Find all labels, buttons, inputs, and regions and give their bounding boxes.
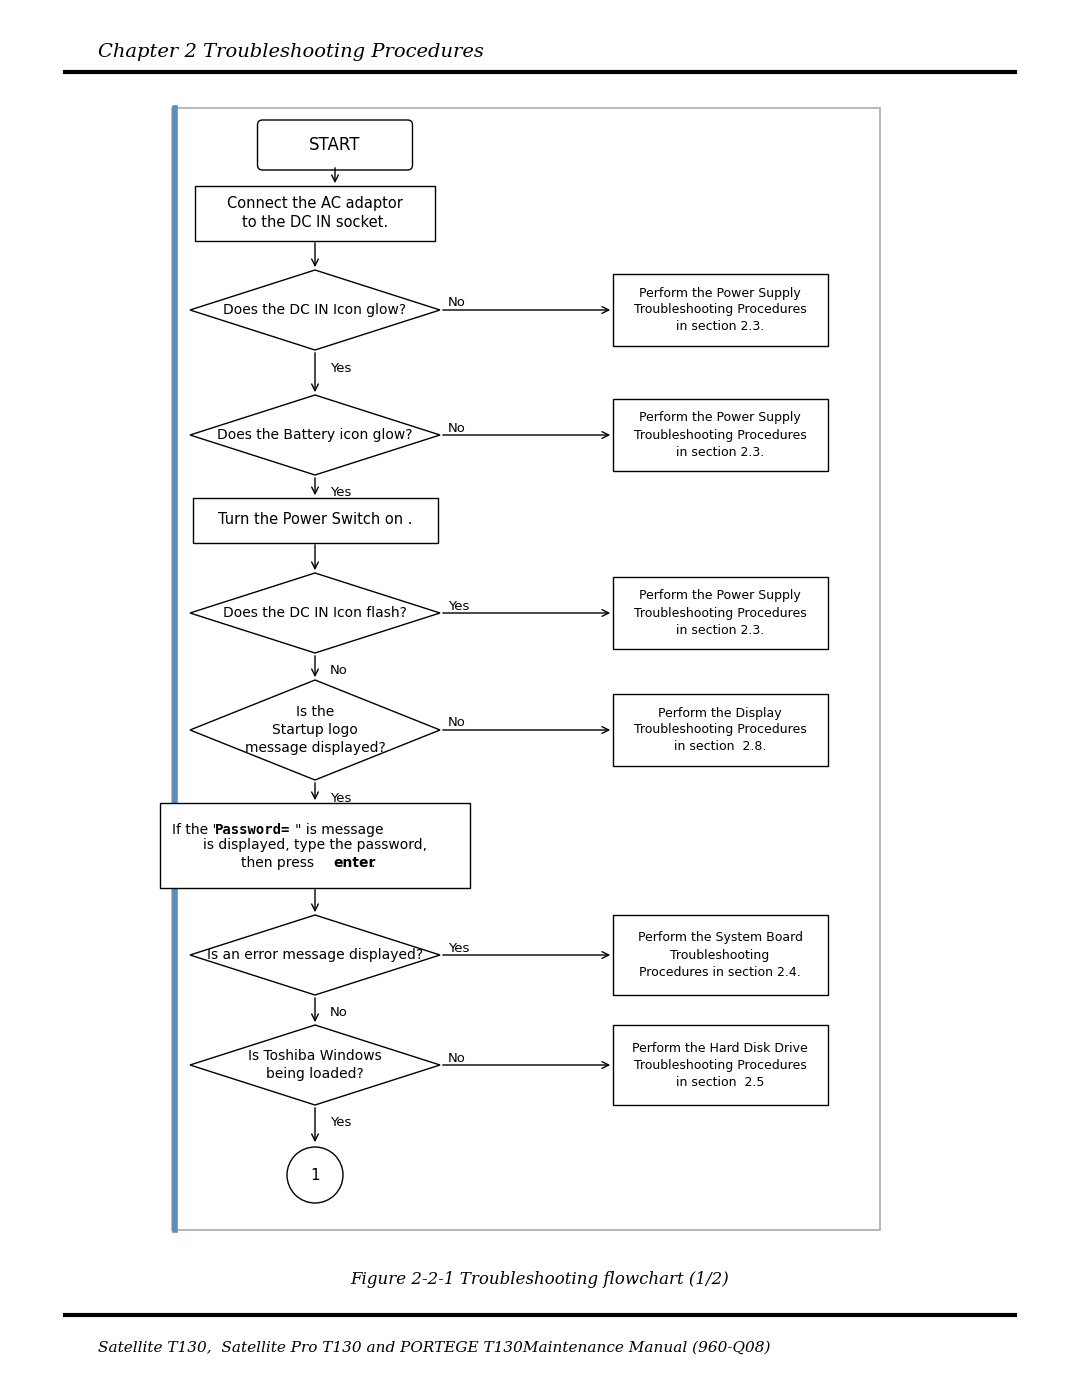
Text: Does the DC IN Icon flash?: Does the DC IN Icon flash? bbox=[224, 606, 407, 620]
Text: then press: then press bbox=[241, 856, 319, 870]
Bar bbox=[612, 915, 827, 995]
Polygon shape bbox=[190, 915, 440, 995]
Text: Password=: Password= bbox=[215, 823, 291, 837]
Polygon shape bbox=[190, 1025, 440, 1105]
Text: No: No bbox=[448, 1052, 465, 1065]
Polygon shape bbox=[190, 573, 440, 652]
Text: Yes: Yes bbox=[330, 792, 351, 805]
Text: Figure 2-2-1 Troubleshooting flowchart (1/2): Figure 2-2-1 Troubleshooting flowchart (… bbox=[351, 1271, 729, 1288]
Polygon shape bbox=[190, 680, 440, 780]
Text: Yes: Yes bbox=[330, 362, 351, 374]
Text: No: No bbox=[448, 296, 465, 310]
Text: No: No bbox=[330, 665, 348, 678]
Text: Perform the Hard Disk Drive
Troubleshooting Procedures
in section  2.5: Perform the Hard Disk Drive Troubleshoot… bbox=[632, 1042, 808, 1088]
Text: .: . bbox=[370, 856, 375, 870]
Text: Perform the Power Supply
Troubleshooting Procedures
in section 2.3.: Perform the Power Supply Troubleshooting… bbox=[634, 590, 807, 637]
Bar bbox=[612, 400, 827, 471]
Text: Chapter 2 Troubleshooting Procedures: Chapter 2 Troubleshooting Procedures bbox=[98, 43, 484, 61]
Text: is displayed, type the password,: is displayed, type the password, bbox=[203, 838, 427, 852]
Text: No: No bbox=[448, 422, 465, 434]
Bar bbox=[612, 577, 827, 650]
Text: 1: 1 bbox=[310, 1168, 320, 1182]
Bar bbox=[192, 497, 437, 542]
Text: Yes: Yes bbox=[448, 942, 470, 954]
Bar bbox=[612, 694, 827, 766]
Text: No: No bbox=[448, 717, 465, 729]
Bar bbox=[172, 108, 880, 1229]
Polygon shape bbox=[190, 395, 440, 475]
Text: Yes: Yes bbox=[330, 1116, 351, 1130]
Text: If the ": If the " bbox=[172, 823, 219, 837]
Text: Is the
Startup logo
message displayed?: Is the Startup logo message displayed? bbox=[245, 704, 386, 756]
Bar bbox=[612, 274, 827, 346]
Text: START: START bbox=[309, 136, 361, 154]
Text: Does the Battery icon glow?: Does the Battery icon glow? bbox=[217, 427, 413, 441]
Text: Does the DC IN Icon glow?: Does the DC IN Icon glow? bbox=[224, 303, 406, 317]
Polygon shape bbox=[190, 270, 440, 351]
Text: Is Toshiba Windows
being loaded?: Is Toshiba Windows being loaded? bbox=[248, 1049, 382, 1081]
Text: Perform the Power Supply
Troubleshooting Procedures
in section 2.3.: Perform the Power Supply Troubleshooting… bbox=[634, 412, 807, 458]
Text: Is an error message displayed?: Is an error message displayed? bbox=[207, 949, 423, 963]
Text: " is message: " is message bbox=[295, 823, 383, 837]
Text: Turn the Power Switch on .: Turn the Power Switch on . bbox=[218, 513, 413, 528]
Text: Perform the Power Supply
Troubleshooting Procedures
in section 2.3.: Perform the Power Supply Troubleshooting… bbox=[634, 286, 807, 334]
Bar bbox=[160, 803, 470, 888]
Text: Connect the AC adaptor
to the DC IN socket.: Connect the AC adaptor to the DC IN sock… bbox=[227, 196, 403, 231]
Bar bbox=[612, 1025, 827, 1105]
Text: Satellite T130,  Satellite Pro T130 and PORTEGE T130Maintenance Manual (960-Q08): Satellite T130, Satellite Pro T130 and P… bbox=[98, 1341, 770, 1355]
Text: Yes: Yes bbox=[448, 599, 470, 612]
Text: No: No bbox=[330, 1006, 348, 1020]
Text: Perform the Display
Troubleshooting Procedures
in section  2.8.: Perform the Display Troubleshooting Proc… bbox=[634, 707, 807, 753]
Circle shape bbox=[287, 1147, 343, 1203]
Bar bbox=[195, 186, 435, 240]
FancyBboxPatch shape bbox=[257, 120, 413, 170]
Text: Yes: Yes bbox=[330, 486, 351, 500]
Text: Perform the System Board
Troubleshooting
Procedures in section 2.4.: Perform the System Board Troubleshooting… bbox=[637, 932, 802, 978]
Text: enter: enter bbox=[333, 856, 376, 870]
